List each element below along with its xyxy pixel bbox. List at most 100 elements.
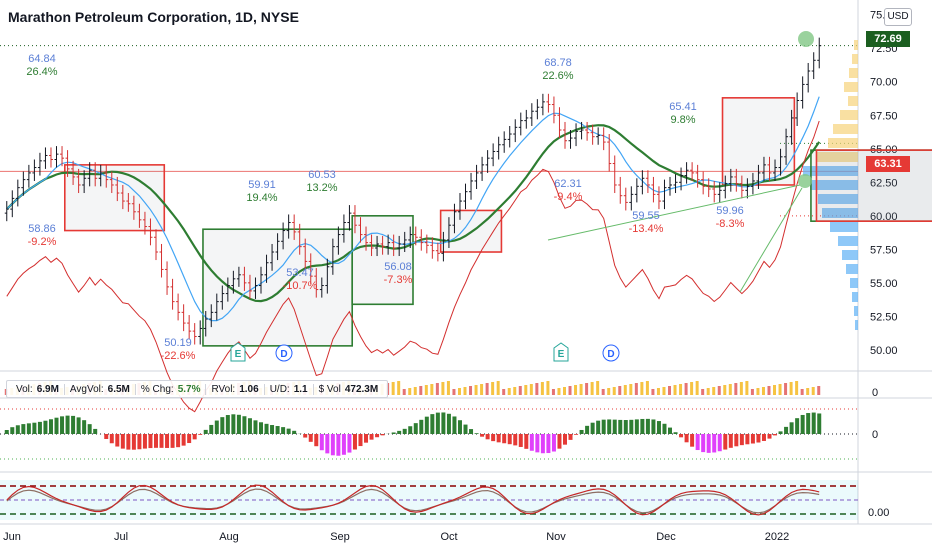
price-tick-label: 52.50 <box>870 311 898 323</box>
volume-bar <box>457 388 461 395</box>
histogram-bar <box>446 413 451 434</box>
volume-bar <box>579 384 583 395</box>
histogram-bar <box>209 424 214 434</box>
histogram-bar <box>76 417 81 434</box>
dvol-label: $ Vol <box>318 383 341 395</box>
histogram-bar <box>336 434 341 456</box>
histogram-bar <box>596 420 601 434</box>
volume-profile-bar <box>830 222 858 232</box>
histogram-bar <box>485 434 490 440</box>
histogram-bar <box>568 434 573 440</box>
dividend-marker <box>275 344 293 362</box>
volume-bar <box>745 381 749 395</box>
volume-bar <box>557 388 561 395</box>
last-price-tag: 72.69 <box>866 31 910 47</box>
histogram-bar <box>690 434 695 447</box>
volume-bar <box>446 381 450 395</box>
histogram-bar <box>668 427 673 434</box>
pivot-price-label: 50.19 <box>164 337 192 349</box>
currency-badge[interactable]: USD <box>884 8 912 26</box>
price-tick-label: 70.00 <box>870 77 898 89</box>
volume-bar <box>585 383 589 395</box>
histogram-bar <box>706 434 711 453</box>
pivot-percent-label: -13.4% <box>629 223 664 235</box>
volume-bar <box>413 387 417 395</box>
histogram-bar <box>391 432 396 434</box>
volume-profile-bar <box>818 194 858 204</box>
histogram-bar <box>551 434 556 452</box>
volume-profile-bar <box>822 208 858 218</box>
histogram-bar <box>126 434 131 450</box>
histogram-bar <box>756 434 761 443</box>
oscillator-line <box>6 484 820 516</box>
volume-bar <box>612 387 616 395</box>
histogram-bar <box>137 434 142 450</box>
volume-bar <box>607 388 611 395</box>
chg-label: % Chg: <box>140 383 174 395</box>
histogram-bar <box>629 419 634 434</box>
histogram-bar <box>579 429 584 434</box>
volume-bar <box>463 387 467 395</box>
volume-bar <box>795 381 799 395</box>
histogram-bar <box>574 434 579 435</box>
volume-bar <box>596 381 600 395</box>
histogram-bar <box>524 434 529 449</box>
histogram-bar <box>60 416 65 434</box>
histogram-bar <box>806 413 811 434</box>
volume-bar <box>773 385 777 395</box>
volume-bar <box>402 389 406 395</box>
histogram-bar <box>65 415 70 434</box>
volume-stats-bar: Vol: 6.9M AvgVol: 6.5M % Chg: 5.7% RVol: 1.0… <box>6 380 389 398</box>
histogram-bar <box>712 434 717 453</box>
histogram-bar <box>325 434 330 454</box>
histogram-axis-label: 0 <box>872 429 878 441</box>
histogram-bar <box>750 434 755 444</box>
volume-bar <box>629 384 633 395</box>
histogram-bar <box>424 416 429 434</box>
volume-bar <box>662 387 666 395</box>
event-marker-label: D <box>607 349 614 360</box>
histogram-bar <box>82 420 87 434</box>
time-tick-label: Nov <box>546 531 566 543</box>
pivot-price-label: 56.08 <box>384 261 412 273</box>
histogram-bar <box>54 417 59 434</box>
pivot-percent-label: 22.6% <box>542 70 573 82</box>
volume-bar <box>474 385 478 395</box>
volume-bar <box>546 381 550 395</box>
volume-bar <box>424 385 428 395</box>
volume-bar <box>634 383 638 395</box>
volume-bar <box>695 381 699 395</box>
volume-bar <box>601 389 605 395</box>
histogram-bar <box>43 420 48 434</box>
volume-bar <box>690 382 694 395</box>
volume-bar <box>491 382 495 395</box>
histogram-bar <box>115 434 120 447</box>
histogram-bar <box>795 418 800 434</box>
histogram-bar <box>784 426 789 434</box>
histogram-bar <box>518 434 523 447</box>
histogram-bar <box>292 430 297 434</box>
volume-profile-bar <box>854 40 858 50</box>
event-marker-label: E <box>558 349 565 360</box>
histogram-bar <box>220 417 225 434</box>
histogram-bar <box>198 434 203 435</box>
volume-bar <box>811 387 815 395</box>
pivot-percent-label: -10.7% <box>283 280 318 292</box>
histogram-bar <box>281 427 286 434</box>
volume-bar <box>651 389 655 395</box>
new-high-marker <box>798 31 814 47</box>
volume-bar <box>728 384 732 395</box>
volume-profile-bar <box>850 278 858 288</box>
volume-bar <box>750 389 754 395</box>
volume-bar <box>734 383 738 395</box>
consolidation-box <box>63 164 166 232</box>
histogram-bar <box>618 419 623 434</box>
histogram-bar <box>601 419 606 434</box>
histogram-bar <box>502 434 507 444</box>
volume-bar <box>513 387 517 395</box>
volume-profile-bar <box>855 320 858 330</box>
oscillator-signal-line <box>6 488 820 514</box>
time-tick-label: 2022 <box>765 531 789 543</box>
